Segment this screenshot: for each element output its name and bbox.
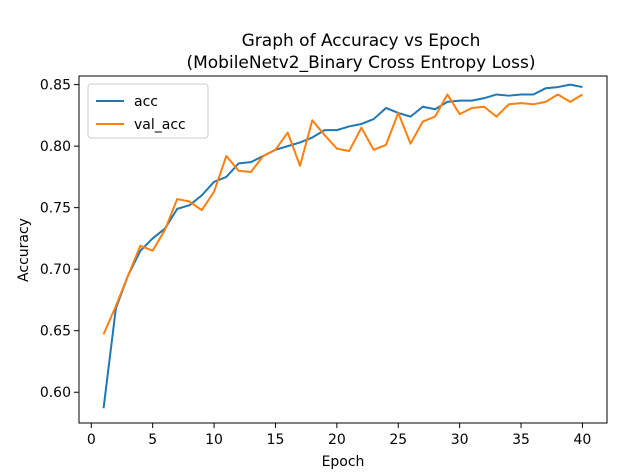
- y-tick-label: 0.85: [40, 78, 71, 94]
- x-tick-label: 25: [389, 432, 407, 448]
- x-tick-label: 20: [328, 432, 346, 448]
- plot-frame: [78, 75, 608, 424]
- y-tick-label: 0.60: [40, 385, 71, 401]
- series-line-acc: [102, 83, 583, 409]
- legend-label-acc: acc: [134, 94, 158, 110]
- legend: acc val_acc: [87, 83, 209, 139]
- series-line-val-acc: [102, 93, 583, 335]
- y-axis-ticks: 0.60 0.65 0.70 0.75 0.80 0.85: [40, 78, 79, 401]
- x-tick-label: 35: [512, 432, 530, 448]
- x-tick-label: 40: [574, 432, 592, 448]
- y-tick-label: 0.65: [40, 324, 71, 340]
- y-axis-label: Accuracy: [16, 218, 32, 282]
- x-axis-ticks: 0 5 10 15 20 25 30 35 40: [87, 423, 592, 448]
- chart-title: Graph of Accuracy vs Epoch: [242, 31, 481, 51]
- y-tick-label: 0.75: [40, 201, 71, 217]
- x-tick-label: 15: [267, 432, 285, 448]
- y-tick-label: 0.70: [40, 262, 71, 278]
- chart-subtitle: (MobileNetv2_Binary Cross Entropy Loss): [186, 53, 535, 73]
- plot-lines: [102, 83, 583, 409]
- x-tick-label: 5: [148, 432, 157, 448]
- x-tick-label: 0: [87, 432, 96, 448]
- y-tick-label: 0.80: [40, 139, 71, 155]
- legend-label-val-acc: val_acc: [134, 117, 186, 133]
- x-tick-label: 30: [451, 432, 469, 448]
- x-tick-label: 10: [205, 432, 223, 448]
- x-axis-label: Epoch: [322, 454, 365, 470]
